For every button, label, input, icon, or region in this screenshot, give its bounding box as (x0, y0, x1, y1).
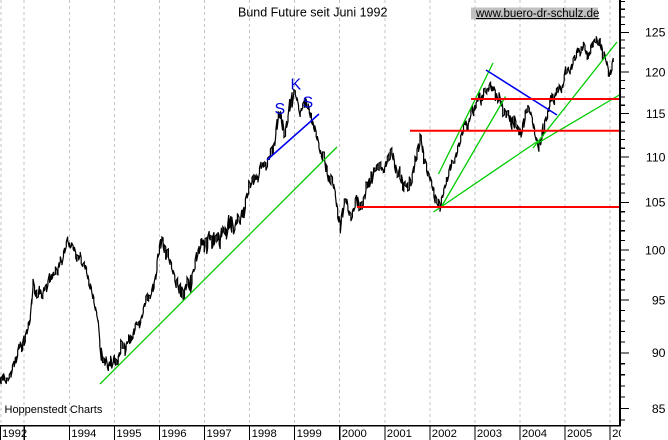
svg-text:2005: 2005 (567, 428, 592, 440)
svg-text:95: 95 (652, 293, 666, 307)
svg-text:Hoppenstedt Charts: Hoppenstedt Charts (5, 404, 103, 416)
svg-text:2002: 2002 (432, 428, 457, 440)
svg-text:85: 85 (652, 402, 666, 416)
svg-text:1996: 1996 (161, 428, 186, 440)
svg-text:125: 125 (645, 26, 666, 40)
svg-text:Bund Future seit Juni 1992: Bund Future seit Juni 1992 (238, 6, 387, 20)
svg-text:100: 100 (645, 243, 666, 257)
svg-text:115: 115 (646, 107, 666, 121)
svg-text:120: 120 (645, 65, 666, 79)
svg-text:K: K (291, 77, 302, 94)
svg-text:110: 110 (646, 150, 666, 164)
svg-text:1995: 1995 (116, 428, 141, 440)
svg-text:105: 105 (645, 196, 666, 210)
svg-text:2006: 2006 (612, 428, 637, 440)
svg-text:1992: 1992 (2, 428, 27, 440)
svg-text:www.buero-dr-schulz.de: www.buero-dr-schulz.de (475, 8, 599, 20)
svg-text:2003: 2003 (477, 428, 502, 440)
svg-text:2000: 2000 (342, 428, 367, 440)
svg-text:1997: 1997 (207, 428, 232, 440)
svg-text:1998: 1998 (252, 428, 277, 440)
svg-text:2004: 2004 (522, 428, 547, 440)
svg-text:S: S (303, 95, 314, 112)
svg-text:2001: 2001 (387, 428, 412, 440)
svg-text:1994: 1994 (71, 428, 96, 440)
svg-text:1999: 1999 (297, 428, 322, 440)
svg-text:90: 90 (652, 346, 666, 360)
svg-text:S: S (275, 101, 286, 118)
